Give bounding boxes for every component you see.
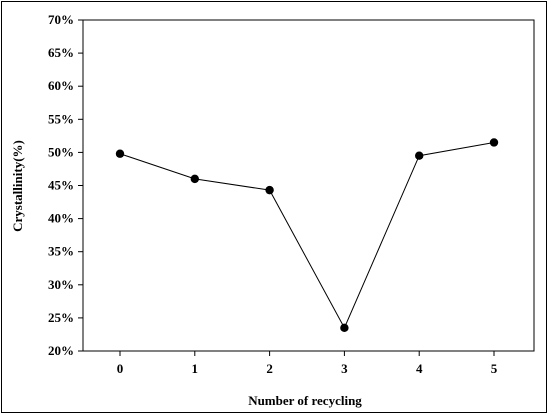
y-tick-label: 50% — [48, 144, 74, 159]
y-axis-title: Crystallinity(%) — [10, 140, 25, 232]
data-point — [115, 149, 125, 158]
data-point — [340, 323, 349, 333]
x-tick-label: 0 — [117, 361, 124, 376]
y-tick-label: 20% — [48, 343, 74, 358]
y-tick-label: 55% — [48, 111, 74, 126]
x-tick-label: 2 — [266, 361, 273, 376]
series-markers — [115, 138, 499, 333]
data-point — [265, 185, 274, 195]
x-axis-title: Number of recycling — [248, 393, 362, 408]
series-line — [119, 141, 495, 329]
data-point — [489, 138, 499, 147]
y-tick-label: 30% — [48, 277, 74, 292]
y-tick-label: 60% — [48, 78, 74, 93]
y-axis: 20% 25% 30% 35% 40% 45% 50% 55% 60% 65% 70% — [48, 12, 83, 358]
y-tick-label: 25% — [48, 310, 74, 325]
data-point — [415, 151, 424, 160]
y-tick-label: 35% — [48, 244, 74, 259]
y-tick-label: 65% — [48, 45, 74, 60]
y-tick-label: 40% — [48, 211, 74, 226]
x-tick-label: 4 — [416, 361, 423, 376]
y-tick-label: 45% — [48, 178, 74, 193]
data-point — [190, 174, 199, 184]
x-tick-label: 1 — [192, 361, 199, 376]
x-tick-label: 5 — [491, 361, 498, 376]
y-tick-label: 70% — [48, 12, 74, 27]
x-tick-label: 3 — [341, 361, 348, 376]
x-axis: 0 1 2 3 4 5 — [117, 351, 498, 376]
plot-area — [82, 19, 535, 352]
